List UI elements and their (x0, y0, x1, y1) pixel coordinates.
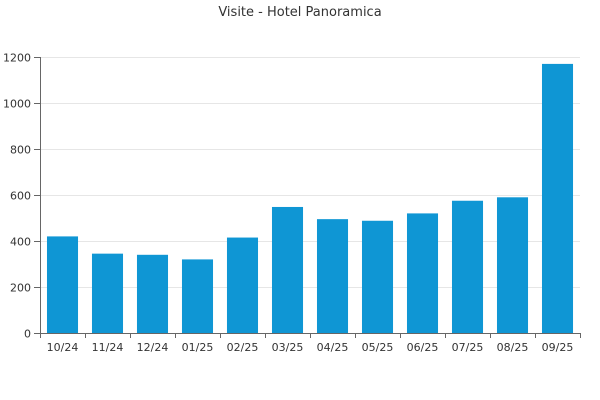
x-tick-label: 03/25 (272, 341, 304, 354)
bar (46, 236, 79, 333)
x-tick-label: 04/25 (317, 341, 349, 354)
x-tick-label: 02/25 (227, 341, 259, 354)
bars (46, 63, 574, 334)
bar (91, 253, 124, 333)
x-tick-label: 05/25 (362, 341, 394, 354)
bar (451, 200, 484, 333)
bar (496, 197, 529, 333)
x-tick-label: 07/25 (452, 341, 484, 354)
bar (406, 213, 439, 333)
bar (226, 237, 259, 333)
y-tick-label: 200 (10, 282, 31, 295)
bar (316, 219, 349, 333)
y-tick-label: 1000 (3, 98, 31, 111)
x-tick-label: 11/24 (92, 341, 124, 354)
x-tick-label: 06/25 (407, 341, 439, 354)
x-tick-label: 12/24 (137, 341, 169, 354)
y-tick-label: 400 (10, 236, 31, 249)
x-tick-label: 08/25 (497, 341, 529, 354)
bar (271, 206, 304, 333)
x-tick-label: 01/25 (182, 341, 214, 354)
y-tick-label: 800 (10, 144, 31, 157)
gridlines (40, 57, 580, 288)
bar (361, 220, 394, 333)
bar (181, 259, 214, 333)
x-tick-label: 09/25 (542, 341, 574, 354)
bar (541, 63, 574, 334)
bar (136, 254, 169, 333)
x-axis: 10/24 11/24 12/24 01/25 02/25 03/25 04/25 05/25… (40, 333, 581, 354)
y-tick-label: 600 (10, 190, 31, 203)
chart-title: Visite - Hotel Panoramica (218, 5, 381, 20)
x-tick-label: 10/24 (47, 341, 79, 354)
y-tick-label: 1200 (3, 52, 31, 65)
y-axis: 0 200 400 600 800 1000 1200 (3, 52, 41, 341)
y-tick-label: 0 (24, 328, 31, 341)
